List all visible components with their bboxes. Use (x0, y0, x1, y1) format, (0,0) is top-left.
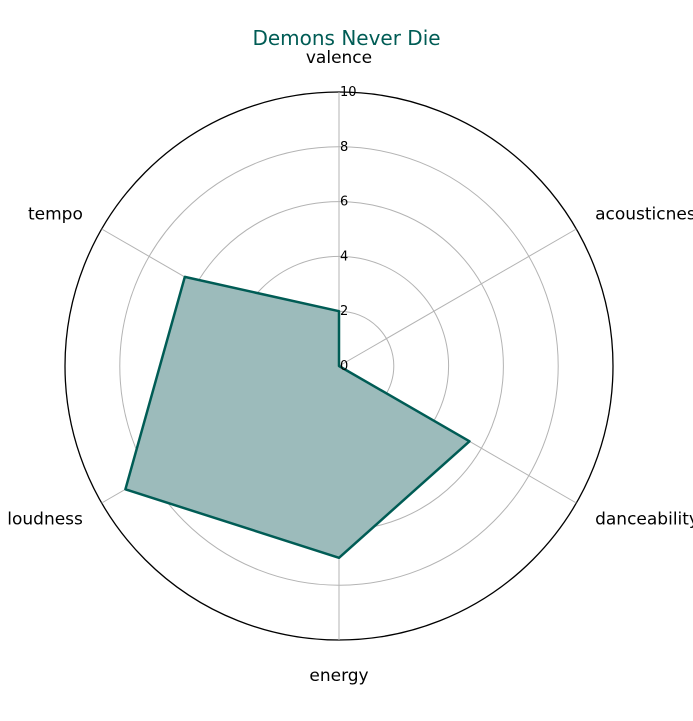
axis-label-acousticness: acousticness (595, 205, 693, 225)
axis-label-valence: valence (306, 48, 372, 68)
tick-label: 2 (340, 304, 348, 319)
tick-label: 0 (340, 359, 348, 374)
tick-label: 10 (340, 85, 357, 100)
axis-label-energy: energy (309, 666, 368, 686)
axis-label-danceability: danceability (595, 510, 693, 530)
axis-labels: valence acousticness danceability energy lou… (7, 48, 693, 686)
tick-label: 6 (340, 195, 348, 210)
axis-label-loudness: loudness (7, 510, 83, 530)
axis-label-tempo: tempo (28, 205, 83, 225)
tick-label: 8 (340, 140, 348, 155)
tick-label: 4 (340, 249, 348, 264)
chart-title: Demons Never Die (252, 26, 441, 50)
series-area (124, 275, 471, 560)
radial-tick-labels: 0 2 4 6 8 10 (340, 85, 357, 374)
series-polygon (124, 275, 471, 560)
axis-spoke (338, 228, 577, 367)
